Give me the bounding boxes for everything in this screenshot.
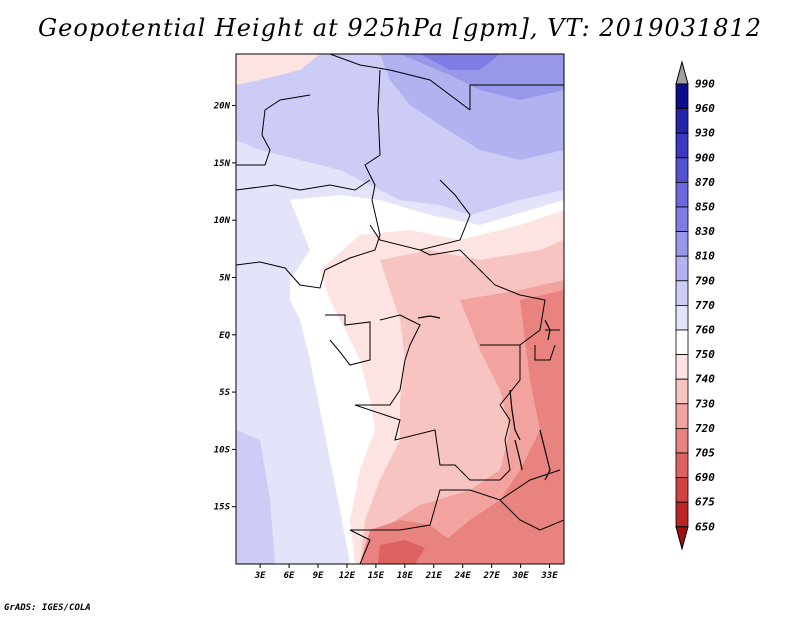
colorbar-box xyxy=(675,83,689,110)
colorbar-box xyxy=(675,427,689,454)
lakes xyxy=(417,315,551,481)
colorbar-box xyxy=(675,255,689,282)
lat-label: EQ xyxy=(219,331,230,341)
lon-label: 6E xyxy=(284,571,295,581)
colorbar-box xyxy=(675,452,689,479)
colorbar-box xyxy=(675,231,689,257)
colorbar-box xyxy=(675,501,689,528)
colorbar-top-arrow xyxy=(675,60,689,85)
colorbar-box xyxy=(675,304,689,331)
colorbar-label: 690 xyxy=(695,471,715,484)
colorbar-label: 720 xyxy=(695,422,715,435)
lat-label: 10S xyxy=(214,445,231,455)
colorbar-box xyxy=(675,132,689,159)
colorbar-box xyxy=(675,157,689,183)
colorbar-label: 900 xyxy=(695,151,715,164)
colorbar-label: 750 xyxy=(695,348,715,361)
latitude-labels: 20N 15N 10N 5N EQ 5S 10S 15S xyxy=(213,102,236,513)
lat-label: 10N xyxy=(214,216,231,226)
colorbar-label: 650 xyxy=(695,520,715,533)
colorbar-box xyxy=(675,206,689,233)
colorbar-label: 850 xyxy=(695,201,715,214)
colorbar-label: 730 xyxy=(695,397,715,410)
colorbar-label: 790 xyxy=(695,274,715,287)
colorbar-box xyxy=(675,378,689,405)
lon-label: 3E xyxy=(254,571,266,581)
colorbar: 990 960 930 900 870 850 830 810 790 770 760 750 740 7… xyxy=(675,60,715,551)
colorbar-label: 740 xyxy=(695,373,715,386)
lon-label: 18E xyxy=(397,571,414,581)
colorbar-label: 705 xyxy=(695,447,715,460)
lon-label: 33E xyxy=(540,571,558,581)
lat-label: 5N xyxy=(219,273,230,283)
colorbar-label: 990 xyxy=(695,78,715,91)
colorbar-box xyxy=(675,280,689,306)
lon-label: 30E xyxy=(511,571,529,581)
contour-fill xyxy=(236,54,564,564)
colorbar-box xyxy=(675,403,689,429)
lon-label: 27E xyxy=(483,571,501,581)
colorbar-label: 770 xyxy=(695,299,715,312)
colorbar-label: 960 xyxy=(695,102,715,115)
map-frame xyxy=(235,53,565,565)
colorbar-box xyxy=(675,354,689,380)
lat-label: 15N xyxy=(214,159,231,169)
colorbar-box xyxy=(675,108,689,134)
colorbar-label: 930 xyxy=(695,127,715,140)
lat-label: 20N xyxy=(213,102,231,112)
lon-label: 9E xyxy=(313,571,324,581)
lon-label: 24E xyxy=(454,571,472,581)
colorbar-box xyxy=(675,329,689,356)
colorbar-label: 870 xyxy=(695,176,715,189)
colorbar-label: 810 xyxy=(695,250,715,263)
colorbar-bottom-arrow xyxy=(675,526,689,551)
country-borders xyxy=(236,54,564,564)
longitude-labels: 3E 6E 9E 12E 15E 18E 21E 24E 27E 30E 33E xyxy=(254,564,558,581)
colorbar-box xyxy=(675,181,689,208)
lat-label: 5S xyxy=(219,388,230,398)
colorbar-label: 830 xyxy=(695,225,715,238)
colorbar-label: 760 xyxy=(695,324,715,337)
lon-label: 15E xyxy=(368,571,385,581)
map-title: Geopotential Height at 925hPa [gpm], VT:… xyxy=(38,14,762,42)
grads-credit: GrADS: IGES/COLA xyxy=(4,603,91,613)
colorbar-label: 675 xyxy=(695,496,715,509)
lat-label: 15S xyxy=(214,503,231,513)
lon-label: 12E xyxy=(339,571,356,581)
colorbar-box xyxy=(675,477,689,503)
lon-label: 21E xyxy=(425,571,443,581)
